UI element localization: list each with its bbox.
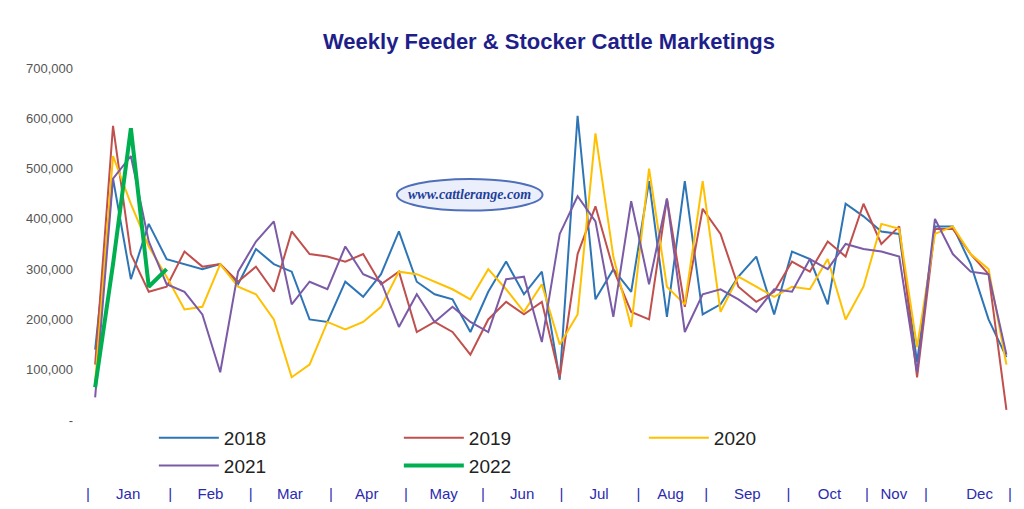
svg-text:Apr: Apr <box>355 485 378 502</box>
svg-text:500,000: 500,000 <box>26 161 73 176</box>
svg-text:Nov: Nov <box>881 485 908 502</box>
svg-text:2018: 2018 <box>224 428 266 449</box>
svg-text:2021: 2021 <box>224 456 266 477</box>
svg-text:www.cattlerange.com: www.cattlerange.com <box>408 187 531 202</box>
svg-text:100,000: 100,000 <box>26 362 73 377</box>
svg-text:Jan: Jan <box>116 485 140 502</box>
svg-text:2019: 2019 <box>469 428 511 449</box>
svg-text:Jul: Jul <box>589 485 608 502</box>
svg-text:Mar: Mar <box>277 485 303 502</box>
svg-text:Jun: Jun <box>510 485 534 502</box>
svg-text:|: | <box>786 485 790 502</box>
svg-text:|: | <box>168 485 172 502</box>
svg-text:|: | <box>249 485 253 502</box>
svg-text:|: | <box>704 485 708 502</box>
svg-text:|: | <box>86 485 90 502</box>
svg-text:|: | <box>865 485 869 502</box>
svg-text:|: | <box>329 485 333 502</box>
svg-text:700,000: 700,000 <box>26 61 73 76</box>
svg-text:|: | <box>924 485 928 502</box>
svg-text:Dec: Dec <box>966 485 993 502</box>
svg-text:Oct: Oct <box>818 485 842 502</box>
svg-text:200,000: 200,000 <box>26 312 73 327</box>
svg-text:Weekly Feeder & Stocker Cattle: Weekly Feeder & Stocker Cattle Marketing… <box>323 29 775 54</box>
svg-text:Sep: Sep <box>734 485 761 502</box>
svg-text:|: | <box>636 485 640 502</box>
svg-text:2022: 2022 <box>469 456 511 477</box>
svg-text:Aug: Aug <box>657 485 684 502</box>
svg-text:400,000: 400,000 <box>26 211 73 226</box>
svg-text:2020: 2020 <box>714 428 756 449</box>
svg-text:600,000: 600,000 <box>26 111 73 126</box>
svg-text:|: | <box>481 485 485 502</box>
svg-text:|: | <box>1008 485 1012 502</box>
svg-text:|: | <box>560 485 564 502</box>
svg-text:Feb: Feb <box>197 485 223 502</box>
svg-text:300,000: 300,000 <box>26 262 73 277</box>
svg-text:-: - <box>69 413 73 428</box>
svg-text:|: | <box>404 485 408 502</box>
svg-text:May: May <box>429 485 458 502</box>
